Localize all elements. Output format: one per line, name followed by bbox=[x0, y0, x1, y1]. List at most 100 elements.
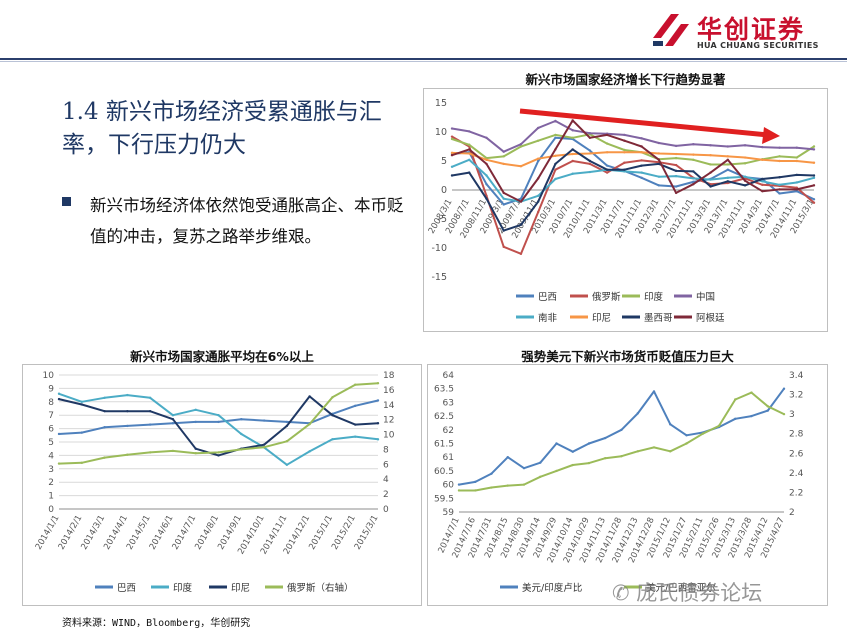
data-point bbox=[701, 432, 704, 435]
data-point bbox=[778, 146, 781, 149]
data-point bbox=[605, 133, 609, 137]
legend-label: 印尼 bbox=[592, 312, 611, 324]
data-point bbox=[571, 450, 574, 453]
data-point bbox=[457, 483, 461, 486]
data-point bbox=[692, 153, 695, 156]
legend-label: 巴西 bbox=[117, 583, 136, 594]
data-point bbox=[490, 472, 493, 475]
legend-label: 俄罗斯（右轴） bbox=[287, 582, 354, 594]
company-logo: 华创证券 HUA CHUANG SECURITIES bbox=[651, 10, 821, 52]
data-point bbox=[194, 420, 197, 424]
data-point bbox=[709, 178, 712, 181]
data-point bbox=[636, 450, 639, 453]
legend-label: 美元/巴西雷亚尔 bbox=[646, 582, 716, 594]
data-point bbox=[812, 145, 816, 148]
data-point bbox=[640, 171, 643, 174]
data-point bbox=[519, 142, 523, 146]
data-point bbox=[502, 150, 505, 153]
y2-tick-label: 14 bbox=[383, 401, 395, 411]
data-point bbox=[674, 163, 678, 167]
data-point bbox=[726, 180, 730, 183]
data-point bbox=[734, 417, 737, 421]
data-point bbox=[522, 466, 526, 470]
data-point bbox=[657, 175, 661, 178]
data-point bbox=[171, 418, 175, 421]
data-point bbox=[502, 197, 505, 200]
y2-tick-label: 2 bbox=[789, 508, 795, 518]
data-point bbox=[571, 159, 574, 163]
data-point bbox=[502, 203, 505, 206]
legend-label: 印尼 bbox=[231, 582, 250, 594]
data-point bbox=[692, 158, 695, 162]
fx-chart: 59 59.5 60 60.5 61 61.5 62 62.5 63 63.5 64 2 2.2 2.4 2… bbox=[434, 371, 804, 594]
data-point bbox=[554, 154, 557, 157]
y2-tick-label: 2.2 bbox=[789, 488, 803, 498]
data-point bbox=[506, 484, 509, 487]
data-point bbox=[554, 136, 557, 139]
data-point bbox=[743, 179, 747, 182]
data-point bbox=[506, 456, 509, 459]
data-point bbox=[795, 159, 798, 163]
trend-arrow-head bbox=[762, 127, 780, 144]
data-point bbox=[726, 145, 730, 148]
y2-tick-label: 3.2 bbox=[789, 391, 803, 401]
data-point bbox=[743, 175, 747, 178]
data-point bbox=[571, 119, 574, 122]
data-point bbox=[217, 420, 220, 424]
fx-chart-panel bbox=[427, 364, 828, 606]
data-point bbox=[468, 152, 471, 155]
y-tick-label: 10 bbox=[43, 371, 55, 381]
data-point bbox=[554, 168, 557, 171]
y-tick-label: 3 bbox=[48, 465, 54, 475]
watermark-text: 庞氏债券论坛 bbox=[636, 581, 763, 605]
data-point bbox=[778, 159, 781, 163]
data-point bbox=[795, 156, 798, 159]
data-point bbox=[709, 144, 712, 147]
data-point bbox=[308, 450, 311, 453]
data-point bbox=[57, 462, 61, 465]
data-point bbox=[536, 177, 540, 180]
data-point bbox=[782, 387, 786, 390]
series-line-0 bbox=[458, 388, 785, 486]
data-point bbox=[468, 158, 471, 162]
data-point bbox=[554, 148, 557, 151]
data-point bbox=[588, 170, 592, 174]
data-point bbox=[588, 162, 592, 166]
data-point bbox=[588, 131, 592, 135]
data-point bbox=[148, 423, 152, 426]
data-point bbox=[126, 409, 129, 413]
data-point bbox=[554, 162, 557, 166]
data-point bbox=[240, 418, 243, 421]
data-point bbox=[450, 154, 454, 157]
data-point bbox=[171, 422, 175, 425]
y2-tick-label: 16 bbox=[383, 386, 395, 396]
data-point bbox=[148, 396, 152, 399]
legend-label: 巴西 bbox=[538, 292, 557, 303]
data-point bbox=[555, 442, 558, 445]
data-point bbox=[709, 154, 712, 157]
y-tick-label: 0 bbox=[441, 185, 447, 196]
y-tick-label: 63 bbox=[443, 398, 454, 408]
data-point bbox=[692, 183, 695, 186]
data-point bbox=[717, 424, 721, 428]
data-point bbox=[685, 442, 688, 445]
data-point bbox=[657, 162, 661, 166]
data-point bbox=[620, 428, 623, 431]
y2-tick-label: 18 bbox=[383, 371, 395, 381]
data-point bbox=[217, 414, 220, 417]
data-point bbox=[468, 143, 471, 146]
data-point bbox=[674, 144, 678, 148]
data-point bbox=[194, 408, 197, 412]
data-point bbox=[669, 450, 672, 453]
data-point bbox=[171, 449, 175, 453]
data-point bbox=[262, 443, 266, 446]
data-point bbox=[354, 435, 357, 438]
data-point bbox=[376, 422, 380, 425]
data-point bbox=[519, 252, 523, 255]
data-point bbox=[285, 463, 289, 466]
data-point bbox=[554, 177, 557, 181]
data-point bbox=[80, 400, 83, 403]
data-point bbox=[354, 423, 357, 426]
legend-label: 美元/印度卢比 bbox=[522, 582, 582, 594]
data-point bbox=[604, 436, 607, 440]
